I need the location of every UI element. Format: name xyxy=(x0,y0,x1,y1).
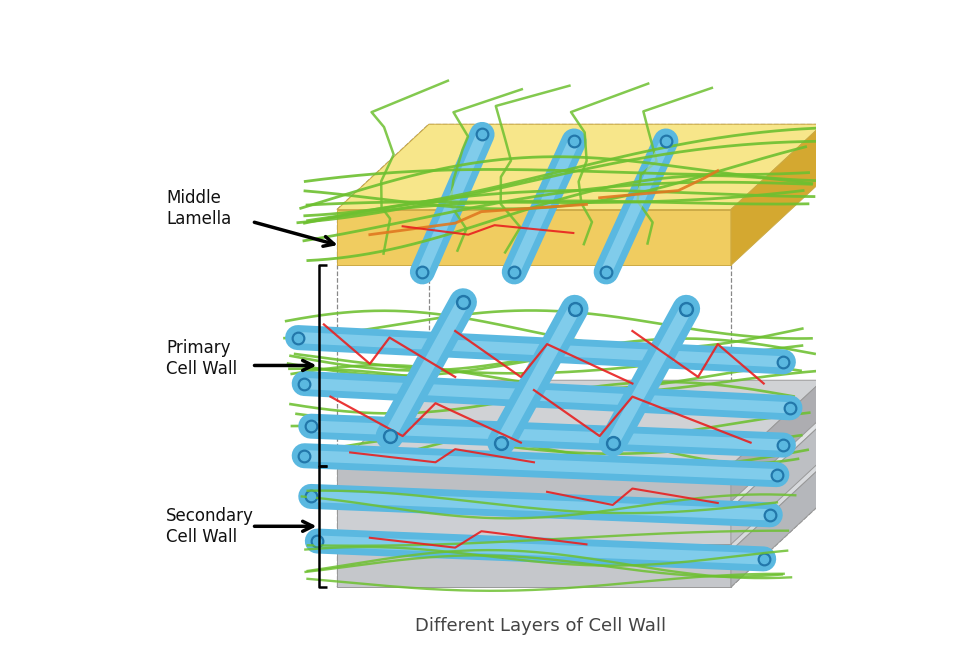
Polygon shape xyxy=(337,210,731,265)
Polygon shape xyxy=(731,380,823,502)
Polygon shape xyxy=(731,124,823,265)
Polygon shape xyxy=(337,124,823,210)
Text: Secondary
Cell Wall: Secondary Cell Wall xyxy=(166,507,254,545)
Polygon shape xyxy=(731,423,823,544)
Text: Primary
Cell Wall: Primary Cell Wall xyxy=(166,340,237,378)
Polygon shape xyxy=(337,380,823,465)
Polygon shape xyxy=(337,465,823,551)
Polygon shape xyxy=(337,465,731,502)
Polygon shape xyxy=(337,508,731,544)
Polygon shape xyxy=(337,551,731,587)
Text: Different Layers of Cell Wall: Different Layers of Cell Wall xyxy=(415,618,666,636)
Polygon shape xyxy=(731,465,823,587)
Polygon shape xyxy=(337,423,823,508)
Text: Middle
Lamella: Middle Lamella xyxy=(166,189,231,228)
